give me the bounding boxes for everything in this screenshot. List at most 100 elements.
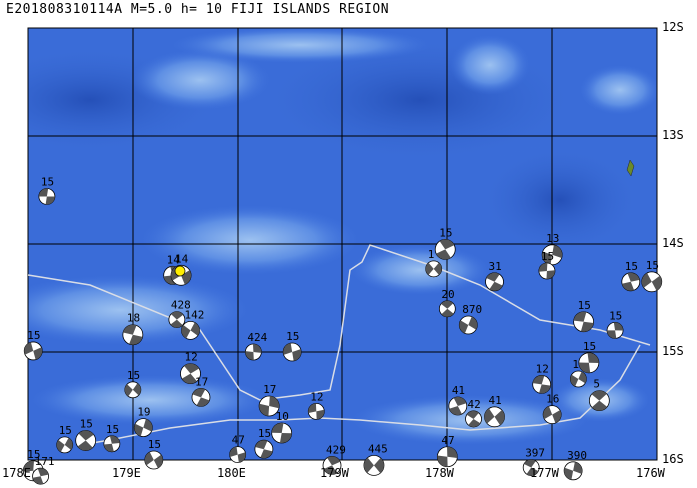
depth-label: 15 [27,329,40,342]
focal-mechanism: 16 [542,393,562,425]
focal-mechanism: 15 [144,438,164,470]
depth-label: 445 [368,442,388,455]
depth-label: 1 [428,248,435,261]
focal-mechanism: 15 [573,299,595,333]
epicenter-marker [174,265,186,277]
depth-label: 31 [489,260,502,273]
focal-mechanism: 47 [229,434,247,464]
depth-label: 47 [441,434,454,447]
lon-tick-180e: 180E [217,466,246,480]
focal-mechanism: 19 [133,406,153,438]
depth-label: 142 [184,308,204,321]
page-title: E201808310114A M=5.0 h= 10 FIJI ISLANDS … [6,2,390,17]
depth-label: 15 [646,259,659,272]
depth-label: 14 [175,252,189,265]
focal-mechanism: 15 [641,259,663,293]
focal-mechanism: 10 [271,410,293,444]
focal-mechanism: 397 [522,447,545,476]
focal-mechanism: 42 [465,398,482,428]
depth-label: 41 [452,384,465,397]
focal-mechanism: 445 [363,442,388,476]
lat-tick-15s: 15S [662,344,684,358]
depth-label: 20 [441,288,454,301]
focal-mechanism: 870 [458,303,482,335]
focal-mechanism: 15 [621,260,641,292]
depth-label: 17 [263,383,276,396]
depth-label: 15 [578,299,591,312]
epicenter-dot [174,265,186,277]
focal-mechanism: 424 [244,331,268,361]
focal-mechanism: 171 [32,455,55,485]
focal-mechanism: 18 [122,312,144,346]
lon-tick-176w: 176W [636,466,665,480]
lat-tick-16s: 16S [662,452,684,466]
focal-mechanism: 15 [23,329,43,361]
focal-mechanism: 142 [181,308,204,340]
focal-mechanism: 12 [532,362,552,394]
focal-mechanism: 15 [75,418,97,451]
depth-label: 390 [567,449,587,462]
depth-label: 47 [232,434,245,447]
focal-mechanism: 15 [38,175,56,205]
focal-mechanism: 41 [448,384,468,416]
focal-mechanism: 31 [485,260,504,292]
focal-mechanism: 47 [436,434,458,468]
focal-mechanism: 13 [541,232,563,266]
depth-label: 16 [546,393,559,406]
focal-mechanism: 5 [588,378,610,412]
depth-label: 171 [35,455,55,468]
lon-tick-177w: 177W [530,466,559,480]
focal-mechanism: 15 [434,226,456,260]
lon-tick-178w: 178W [425,466,454,480]
lat-tick-13s: 13S [662,128,684,142]
lat-tick-14s: 14S [662,236,684,250]
depth-label: 15 [625,260,638,273]
focal-mechanism: 41 [484,394,505,428]
depth-label: 15 [27,448,40,461]
focal-mechanism: 12 [180,351,201,385]
depth-label: 12 [310,390,323,403]
depth-label: 41 [489,394,502,407]
focal-mechanism: 17 [191,375,211,407]
lon-tick-179e: 179E [112,466,141,480]
depth-label: 15 [127,369,140,382]
focal-mechanism: 429 [322,443,346,475]
depth-label: 428 [171,299,191,312]
depth-label: 15 [59,424,72,437]
lat-tick-12s: 12S [662,20,684,34]
focal-mechanism: 15 [578,340,600,374]
depth-label: 13 [546,232,559,245]
focal-mechanism: 1 [425,248,443,278]
focal-mechanism: 15 [282,330,302,362]
depth-label: 424 [247,331,267,344]
depth-label: 15 [286,330,299,343]
focal-mechanism: 20 [438,288,456,318]
focal-mechanism: 428 [168,299,191,329]
depth-label: 397 [525,447,545,460]
depth-label: 15 [106,423,119,436]
depth-label: 12 [536,362,549,375]
focal-mechanism: 390 [563,449,587,481]
depth-label: 15 [541,250,554,263]
focal-mechanism: 15 [103,423,121,453]
depth-label: 12 [184,351,197,364]
depth-label: 5 [593,378,600,391]
depth-label: 15 [609,309,622,322]
depth-label: 42 [468,398,481,411]
depth-label: 15 [583,340,596,353]
depth-label: 14 [167,253,181,266]
plate-boundary-2 [79,344,641,446]
depth-label: 17 [195,375,208,388]
depth-label: 870 [462,303,482,316]
focal-mechanism: 15 [606,309,624,339]
depth-label: 15 [439,226,452,239]
lon-tick-179w: 179W [320,466,349,480]
depth-label: 15 [148,438,161,451]
depth-label: 15 [258,427,271,440]
depth-label: 19 [137,406,150,419]
lon-tick-178e: 178E [2,466,31,480]
focal-mechanism: 12 [307,390,325,420]
focal-mechanism: 15 [254,427,274,459]
